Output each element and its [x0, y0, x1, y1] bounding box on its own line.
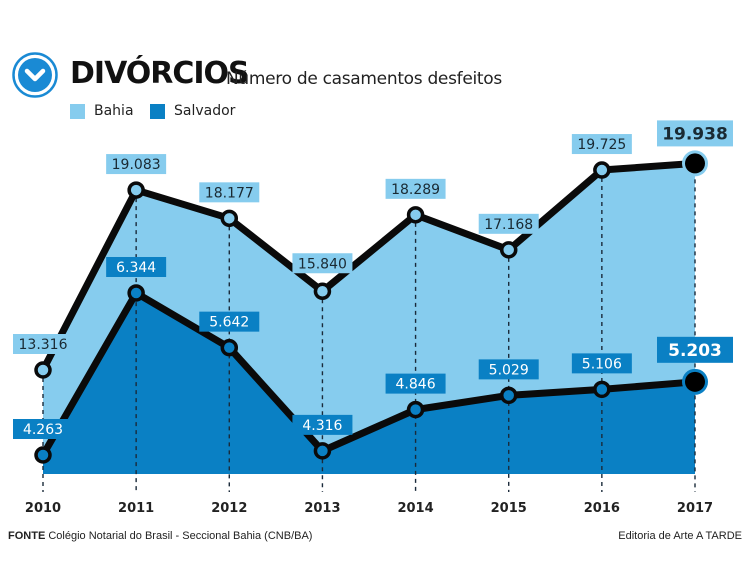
x-tick-label-2013: 2013 — [304, 501, 340, 516]
line-bahia — [39, 159, 699, 374]
legend-item-salvador: Salvador — [150, 102, 235, 120]
marker-salvador-2010 — [34, 446, 52, 464]
value-label-bahia-2014: 18.289 — [391, 182, 440, 198]
value-label-bg-bahia-2016 — [571, 134, 632, 155]
marker-salvador-2017 — [685, 371, 705, 392]
value-label-salvador-2017: 5.203 — [668, 341, 722, 361]
value-label-salvador-2012: 5.642 — [209, 315, 249, 331]
chevron-down-circle-icon — [12, 52, 58, 98]
value-label-bg-bahia-2012 — [199, 182, 260, 203]
legend-swatch-bahia — [70, 103, 85, 119]
legend-item-bahia: Bahia — [70, 102, 134, 120]
value-label-bahia-2012: 18.177 — [205, 185, 254, 201]
value-label-bg-bahia-2015 — [478, 213, 539, 234]
chart-subtitle: Número de casamentos desfeitos — [226, 69, 502, 89]
x-tick-label-2016: 2016 — [584, 501, 620, 516]
marker-bahia-2016 — [593, 161, 611, 179]
marker-salvador-2013 — [313, 442, 332, 460]
x-tick-label-2014: 2014 — [397, 501, 433, 516]
value-label-bg-bahia-2011 — [106, 154, 167, 175]
value-label-salvador-2013: 4.316 — [302, 418, 342, 434]
chart-title: DIVÓRCIOS — [70, 56, 250, 91]
legend-label-salvador: Salvador — [174, 103, 236, 119]
x-tick-label-2017: 2017 — [677, 501, 713, 516]
marker-salvador-2012 — [220, 338, 239, 357]
marker-bahia-2010 — [34, 361, 52, 379]
x-tick-label-2011: 2011 — [118, 501, 154, 516]
marker-salvador-2014 — [406, 400, 425, 419]
value-label-salvador-2011: 6.344 — [116, 260, 156, 276]
marker-bahia-2013 — [313, 282, 332, 301]
value-label-bg-salvador-2011 — [106, 256, 167, 277]
value-label-bg-salvador-2017 — [657, 336, 733, 363]
value-label-bg-salvador-2014 — [385, 373, 446, 394]
value-label-bahia-2015: 17.168 — [484, 217, 533, 233]
source-label: FONTE — [8, 530, 46, 542]
value-label-bg-bahia-2014 — [385, 178, 446, 199]
value-label-salvador-2015: 5.029 — [489, 362, 529, 378]
line-salvador — [39, 289, 699, 459]
chart-header: DIVÓRCIOS Número de casamentos desfeitos… — [0, 0, 750, 130]
value-label-bg-bahia-2013 — [292, 253, 353, 274]
value-label-bg-bahia-2017 — [657, 120, 733, 147]
value-label-bahia-2017: 19.938 — [662, 125, 728, 145]
value-label-bg-salvador-2016 — [571, 353, 632, 374]
legend-label-bahia: Bahia — [94, 103, 134, 119]
marker-salvador-2011 — [127, 284, 145, 302]
value-label-bahia-2016: 19.725 — [577, 137, 626, 153]
footer-source: FONTE Colégio Notarial do Brasil - Secci… — [8, 530, 312, 542]
value-label-bg-bahia-2010 — [13, 334, 73, 354]
marker-bahia-2015 — [499, 241, 518, 259]
value-label-bahia-2011: 19.083 — [112, 157, 161, 173]
footer-credit: Editoria de Arte A TARDE — [618, 530, 742, 542]
value-label-salvador-2014: 4.846 — [396, 377, 436, 393]
x-tick-label-2015: 2015 — [491, 501, 527, 516]
value-label-bg-salvador-2012 — [199, 311, 260, 332]
marker-bahia-2012 — [220, 209, 239, 228]
value-label-bahia-2013: 15.840 — [298, 256, 347, 272]
legend-swatch-salvador — [150, 103, 165, 119]
marker-bahia-2011 — [127, 181, 145, 199]
marker-bahia-2017 — [685, 153, 705, 174]
value-label-salvador-2016: 5.106 — [582, 356, 622, 372]
marker-salvador-2016 — [593, 380, 611, 399]
marker-salvador-2015 — [499, 386, 518, 405]
value-label-bahia-2010: 13.316 — [19, 337, 68, 353]
source-text: Colégio Notarial do Brasil - Seccional B… — [48, 530, 313, 542]
x-tick-label-2010: 2010 — [25, 501, 61, 516]
area-salvador — [43, 292, 695, 474]
marker-bahia-2014 — [406, 206, 425, 224]
value-label-salvador-2010: 4.263 — [23, 422, 63, 438]
value-label-bg-salvador-2015 — [478, 359, 539, 380]
value-label-bg-salvador-2013 — [292, 414, 353, 435]
x-tick-label-2012: 2012 — [211, 501, 247, 516]
value-label-bg-salvador-2010 — [13, 419, 73, 439]
